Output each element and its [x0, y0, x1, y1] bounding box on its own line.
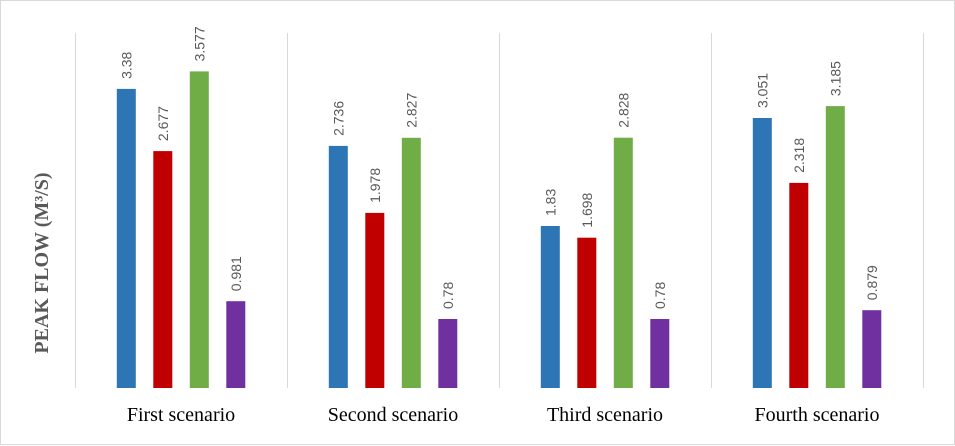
bar	[540, 226, 560, 388]
bar	[789, 182, 809, 388]
bar	[189, 71, 209, 389]
category-separators	[75, 33, 924, 388]
category-label: Second scenario	[328, 404, 459, 426]
bar	[365, 212, 385, 388]
data-label: 2.677	[155, 106, 171, 141]
data-label: 0.78	[440, 282, 456, 309]
bar	[401, 137, 421, 388]
data-label: 3.577	[191, 26, 207, 61]
bars-group	[116, 71, 882, 389]
bar	[825, 106, 845, 388]
data-label: 2.827	[403, 93, 419, 128]
data-label: 1.978	[367, 168, 383, 203]
bar	[650, 319, 670, 388]
data-label: 3.38	[118, 51, 134, 78]
bar	[577, 237, 597, 388]
data-label: 2.828	[615, 92, 631, 127]
category-label: First scenario	[127, 404, 235, 426]
data-label: 2.318	[791, 138, 807, 173]
data-label: 0.879	[864, 265, 880, 300]
bar	[752, 118, 772, 388]
y-axis-label: PEAK FLOW (M³/S)	[31, 172, 53, 353]
bar	[226, 301, 246, 388]
bar	[116, 88, 136, 389]
data-labels-group: 3.38 2.677 3.577 0.981 2.736 1.978 2.827 0.78 1.…	[118, 26, 880, 309]
bar	[153, 151, 173, 388]
data-label: 1.698	[579, 192, 595, 227]
category-labels-group: First scenario Second scenario Third scena…	[127, 404, 880, 426]
data-label: 0.981	[228, 256, 244, 291]
bar	[328, 145, 348, 388]
bar	[438, 319, 458, 388]
category-label: Third scenario	[547, 404, 663, 426]
data-label: 3.185	[827, 61, 843, 96]
data-label: 3.051	[754, 73, 770, 108]
data-label: 2.736	[330, 101, 346, 136]
data-label: 1.83	[542, 189, 558, 216]
bar	[613, 137, 633, 388]
category-label: Fourth scenario	[755, 404, 880, 426]
bar	[862, 310, 882, 388]
data-label: 0.78	[652, 282, 668, 309]
